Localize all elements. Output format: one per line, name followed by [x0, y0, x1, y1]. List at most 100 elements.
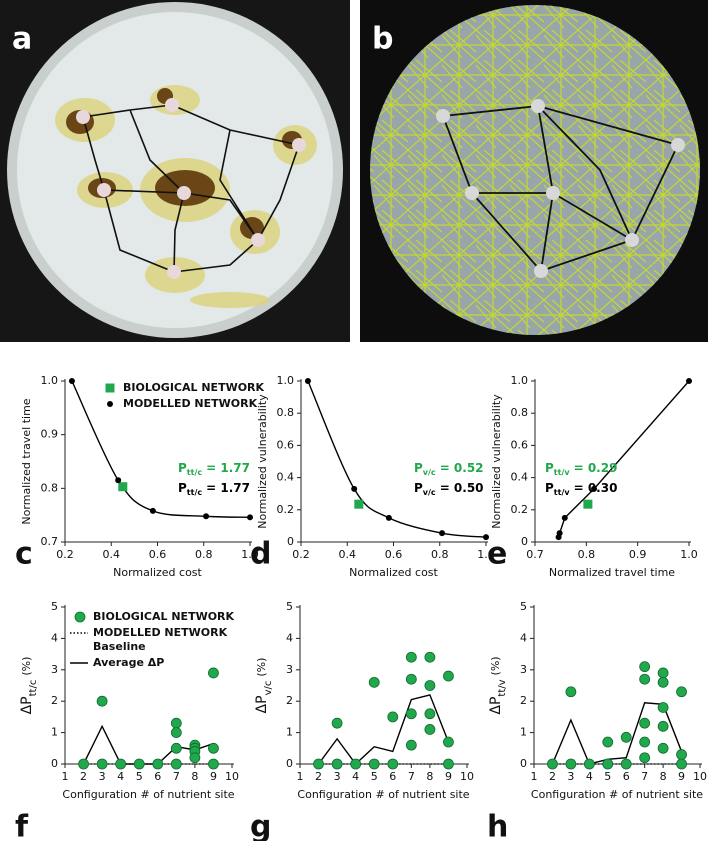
x-tick-label: 3	[99, 770, 106, 783]
y-axis-label: ΔPtt/v (%)	[488, 656, 508, 714]
annotation-symbol: P	[545, 481, 554, 495]
y-tick-label: 0	[520, 757, 527, 770]
marker-circle	[115, 477, 122, 484]
x-axis-label: Normalized cost	[113, 566, 202, 579]
marker-circle	[483, 534, 489, 541]
y-label-sub: v/c	[263, 681, 274, 696]
y-tick-label: 1.0	[511, 374, 529, 387]
annotation-symbol: P	[178, 481, 187, 495]
x-tick-label: 9	[210, 770, 217, 783]
y-label-unit: (%)	[255, 658, 268, 677]
y-label-main: ΔP	[254, 695, 270, 713]
model-b	[360, 0, 708, 342]
marker-circle	[405, 651, 417, 663]
marker-circle	[657, 676, 669, 688]
y-label-sub: tt/c	[28, 680, 39, 697]
marker-circle	[208, 667, 219, 679]
x-tick-label: 1	[297, 770, 304, 783]
y-tick-label: 4	[520, 631, 527, 644]
x-tick-label: 8	[426, 770, 433, 783]
y-label-unit: (%)	[489, 656, 502, 675]
marker-circle	[639, 673, 651, 685]
x-tick-label: 0.2	[292, 548, 310, 561]
annotation-text: = 1.77	[206, 461, 250, 475]
x-tick-label: 2	[549, 770, 556, 783]
x-tick-label: 10	[693, 770, 707, 783]
marker-circle	[561, 514, 568, 521]
y-tick-label: 4	[286, 631, 293, 644]
y-tick-label: 0	[51, 757, 58, 770]
x-tick-label: 6	[154, 770, 161, 783]
x-tick-label: 0.8	[578, 548, 596, 561]
marker-circle	[639, 661, 651, 673]
panel-letter: a	[12, 22, 32, 57]
annotation-symbol: P	[178, 461, 187, 475]
x-tick-label: 0.2	[56, 548, 74, 561]
marker-circle	[602, 758, 614, 770]
marker-circle	[657, 667, 669, 679]
marker-circle	[96, 695, 108, 707]
marker-circle	[247, 514, 253, 521]
y-axis-label: Normalized vulnerability	[490, 394, 503, 529]
marker-square	[354, 499, 364, 509]
marker-circle	[170, 727, 182, 738]
legend-label: MODELLED NETWORK	[93, 626, 228, 639]
marker-circle	[107, 401, 113, 407]
legend-label: MODELLED NETWORK	[123, 397, 258, 410]
y-tick-label: 0.2	[277, 503, 295, 516]
y-tick-label: 1	[286, 726, 293, 739]
panel-letter: c	[15, 537, 33, 572]
marker-circle	[350, 758, 362, 770]
marker-circle	[443, 736, 454, 748]
annotation: Ptt/c = 1.77	[178, 481, 250, 498]
x-tick-label: 9	[445, 770, 452, 783]
x-tick-label: 10	[225, 770, 239, 783]
marker-square	[105, 383, 115, 393]
x-tick-label: 7	[408, 770, 415, 783]
x-axis-label: Configuration # of nutrient site	[62, 788, 234, 801]
y-tick-label: 0.8	[511, 406, 529, 419]
x-tick-label: 0.4	[339, 548, 357, 561]
legend-detail: Baseline	[93, 640, 146, 653]
x-axis-label: Normalized cost	[349, 566, 438, 579]
y-tick-label: 2	[51, 694, 58, 707]
y-tick-label: 1	[51, 726, 58, 739]
marker-circle	[405, 673, 417, 685]
x-tick-label: 8	[191, 770, 198, 783]
y-tick-label: 3	[520, 663, 527, 676]
marker-circle	[620, 731, 632, 743]
y-tick-label: 0	[286, 757, 293, 770]
annotation-symbol: P	[414, 481, 423, 495]
y-tick-label: 0.8	[41, 481, 59, 494]
y-tick-label: 0.6	[511, 438, 529, 451]
marker-circle	[602, 736, 614, 748]
marker-circle	[657, 702, 669, 713]
y-tick-label: 3	[51, 663, 58, 676]
marker-circle	[149, 507, 156, 514]
marker-circle	[676, 749, 687, 760]
marker-circle	[424, 724, 436, 735]
x-tick-label: 6	[389, 770, 396, 783]
marker-circle	[368, 758, 380, 770]
marker-circle	[676, 686, 687, 698]
chart: 0 0.2 0.4 0.6 0.8 1.0 0.7 0.8 0.9 1.0 Normalized t…	[487, 374, 698, 579]
photo-a	[0, 0, 350, 342]
marker-circle	[424, 651, 436, 663]
annotation: Pv/c = 0.52	[414, 461, 484, 478]
annotation-sub: tt/c	[187, 468, 203, 477]
y-tick-label: 2	[520, 694, 527, 707]
y-label-sub: tt/v	[497, 679, 508, 696]
x-tick-label: 0.6	[385, 548, 403, 561]
annotation-text: = 0.52	[440, 461, 484, 475]
marker-circle	[443, 758, 454, 770]
series-line	[557, 380, 690, 538]
marker-circle	[78, 758, 89, 770]
y-label-main: Normalized vulnerability	[256, 394, 269, 529]
marker-circle	[657, 720, 669, 732]
y-tick-label: 0	[287, 535, 294, 548]
marker-circle	[405, 739, 417, 751]
y-label-main: ΔP	[19, 696, 35, 714]
marker-circle	[68, 378, 75, 384]
